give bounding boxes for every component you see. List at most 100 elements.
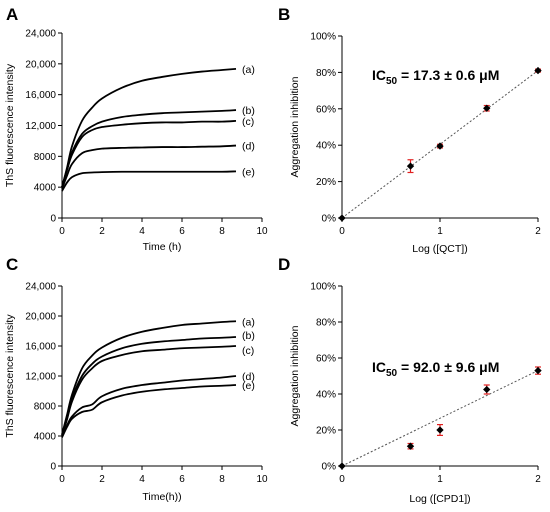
- panel-b-y-tick-label: 60%: [316, 104, 336, 115]
- panel-letter-a: A: [6, 5, 18, 24]
- panel-c-series-label: (a): [242, 316, 255, 328]
- panel-b-y-axis-title: Aggregation inhibition: [289, 76, 301, 177]
- panel-d-y-tick-label: 100%: [310, 282, 336, 293]
- panel-d-data-point: [483, 385, 491, 394]
- panel-c-x-axis-title: Time(h)): [142, 491, 181, 503]
- panel-c-series-line: [61, 320, 237, 435]
- panel-a-series-label: (a): [242, 64, 255, 76]
- panel-a-x-tick-label: 2: [99, 226, 105, 237]
- panel-b-y-tick-label: 40%: [316, 141, 336, 152]
- panel-c-x-tick-label: 2: [99, 474, 105, 485]
- panel-d-ic50-subscript: 50: [386, 368, 398, 379]
- panel-a-series-label: (b): [242, 105, 255, 117]
- panel-c-y-tick-label: 0: [50, 462, 56, 473]
- panel-b-trendline: [341, 70, 539, 219]
- panel-c-chart: 0 4000 8000 12,000 16,000 20,000 24,000 0 2 4 6 8 10…: [4, 282, 268, 504]
- panel-d-chart: 0% 20% 40% 60% 80% 100% 0 1 2 Aggregation inhibit…: [289, 282, 542, 505]
- panel-c-x-tick-label: 0: [59, 474, 65, 485]
- panel-c-y-tick-label: 12,000: [25, 372, 56, 383]
- panel-b-y-tick-label: 0%: [322, 214, 337, 225]
- panel-a-series-line: [61, 109, 237, 188]
- panel-letter-b: B: [278, 5, 290, 24]
- panel-a-y-tick-label: 20,000: [25, 59, 56, 70]
- panel-d-data-point: [534, 366, 542, 375]
- panel-c-y-tick-label: 4000: [34, 432, 57, 443]
- panel-b-ic50-prefix: IC: [372, 67, 386, 83]
- panel-a-chart: 0 4000 8000 12,000 16,000 20,000 24,000 0 2 4 6 8 10…: [4, 29, 268, 254]
- panel-letter-c: C: [6, 255, 18, 274]
- panel-c-series-line: [61, 336, 237, 436]
- panel-a-y-tick-label: 4000: [34, 183, 57, 194]
- panel-a-series-label: (c): [242, 116, 254, 128]
- panel-a-y-tick-label: 24,000: [25, 29, 56, 40]
- panel-d-y-tick-label: 80%: [316, 318, 336, 329]
- panel-d-y-tick-label: 40%: [316, 390, 336, 401]
- panel-c-x-tick-label: 6: [179, 474, 185, 485]
- panel-d-data-point: [406, 442, 415, 450]
- panel-b-chart: 0% 20% 40% 60% 80% 100% 0 1 2 Aggregation inhibit…: [289, 32, 542, 255]
- panel-d-x-tick-label: 2: [535, 474, 541, 485]
- panel-c-y-tick-label: 24,000: [25, 282, 56, 293]
- panel-a-x-tick-label: 10: [256, 226, 268, 237]
- panel-a-x-tick-label: 6: [179, 226, 185, 237]
- panel-c-y-tick-label: 16,000: [25, 342, 56, 353]
- panel-a-series-line: [61, 144, 237, 190]
- panel-a-series-label: (e): [242, 166, 255, 178]
- panel-d-x-axis-title: Log ([CPD1]): [409, 493, 470, 505]
- panel-a-x-axis-title: Time (h): [143, 241, 182, 253]
- panel-d-y-tick-label: 60%: [316, 354, 336, 365]
- panel-a-series-line: [61, 170, 237, 192]
- panel-b-y-tick-label: 80%: [316, 68, 336, 79]
- panel-d-y-axis-title: Aggregation inhibition: [289, 325, 301, 426]
- panel-d-data-point: [338, 462, 346, 470]
- panel-c-x-tick-label: 8: [219, 474, 225, 485]
- panel-d-y-tick-label: 0%: [322, 462, 337, 473]
- panel-a-y-tick-label: 16,000: [25, 90, 56, 101]
- panel-c-x-tick-label: 10: [256, 474, 268, 485]
- panel-d-ic50-value: = 92.0 ± 9.6 μM: [397, 359, 499, 375]
- panel-d-y-tick-label: 20%: [316, 426, 336, 437]
- panel-d-ic50-prefix: IC: [372, 359, 386, 375]
- panel-c-series-label: (d): [242, 371, 255, 383]
- panel-c-series-label: (b): [242, 330, 255, 342]
- panel-b-x-axis-title: Log ([QCT]): [412, 243, 467, 255]
- panel-a-series-line: [61, 119, 237, 188]
- panel-c-x-tick-label: 4: [139, 474, 145, 485]
- panel-b-data-point: [483, 104, 491, 112]
- panel-b-y-tick-label: 20%: [316, 177, 336, 188]
- panel-b-data-point: [338, 214, 346, 222]
- panel-a-series-label: (d): [242, 141, 255, 153]
- panel-c-y-tick-label: 20,000: [25, 312, 56, 323]
- panel-d-ic50-annotation: IC50 = 92.0 ± 9.6 μM: [372, 359, 499, 379]
- panel-a-y-axis-title: ThS fluorescence intensity: [4, 63, 16, 187]
- panel-b-data-point: [534, 66, 542, 75]
- panel-d-x-tick-label: 1: [437, 474, 443, 485]
- panel-d-data-point: [436, 426, 444, 434]
- panel-a-x-tick-label: 0: [59, 226, 65, 237]
- panel-a-y-tick-label: 0: [50, 214, 56, 225]
- panel-c-y-axis-title: ThS fluorescence intensity: [4, 314, 16, 438]
- panel-c-series-line: [61, 375, 237, 438]
- panel-b-data-point: [406, 162, 415, 170]
- panel-c-series-label: (c): [242, 345, 254, 357]
- panel-c-series-label: (e): [242, 380, 255, 392]
- panel-b-x-tick-label: 0: [339, 226, 345, 237]
- panel-a-y-tick-label: 12,000: [25, 121, 56, 132]
- panel-d-trendline: [341, 370, 539, 467]
- panel-b-ic50-annotation: IC50 = 17.3 ± 0.6 μM: [372, 67, 499, 87]
- panel-b-x-tick-label: 1: [437, 226, 443, 237]
- panel-a-x-tick-label: 8: [219, 226, 225, 237]
- panel-b-data-point: [436, 142, 444, 150]
- panel-c-series-line: [61, 384, 237, 438]
- panel-b-ic50-subscript: 50: [386, 76, 398, 87]
- panel-a-x-tick-label: 4: [139, 226, 145, 237]
- panel-a-series-line: [61, 67, 237, 188]
- panel-c-series-line: [61, 345, 237, 437]
- panel-a-y-tick-label: 8000: [34, 152, 57, 163]
- panel-c-y-tick-label: 8000: [34, 402, 57, 413]
- panel-b-ic50-value: = 17.3 ± 0.6 μM: [397, 67, 499, 83]
- panel-b-y-tick-label: 100%: [310, 32, 336, 43]
- panel-d-x-tick-label: 0: [339, 474, 345, 485]
- panel-letter-d: D: [278, 255, 290, 274]
